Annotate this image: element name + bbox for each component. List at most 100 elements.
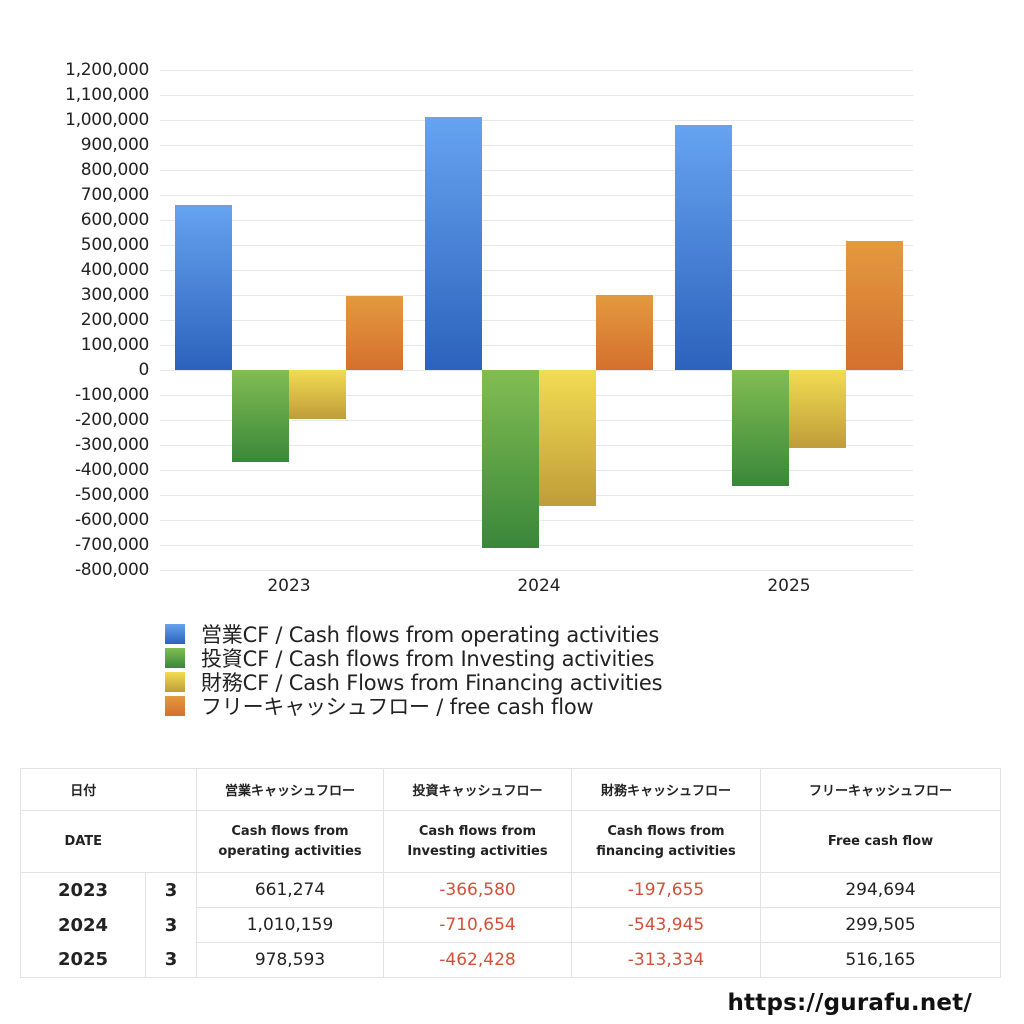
gridline xyxy=(160,95,913,96)
legend-label: 営業CF / Cash flows from operating activit… xyxy=(201,623,660,647)
legend-swatch-icon xyxy=(165,648,185,668)
bar xyxy=(175,204,232,370)
cell-financing: -313,334 xyxy=(571,942,761,978)
bar xyxy=(732,370,789,486)
y-tick-label: 1,000,000 xyxy=(65,110,149,130)
cell-free: 516,165 xyxy=(760,942,1001,978)
y-tick-label: 400,000 xyxy=(80,260,150,280)
table-row: 2023 3 661,274 -366,580 -197,655 294,694 xyxy=(20,872,1001,908)
legend-swatch-icon xyxy=(165,624,185,644)
cell-investing: -366,580 xyxy=(383,872,572,908)
y-tick-label: 500,000 xyxy=(80,235,150,255)
chart-legend: 営業CF / Cash flows from operating activit… xyxy=(165,622,663,719)
legend-swatch-icon xyxy=(165,696,185,716)
header-investing-jp: 投資キャッシュフロー xyxy=(383,768,572,811)
cell-financing: -197,655 xyxy=(571,872,761,908)
legend-label: フリーキャッシュフロー / free cash flow xyxy=(201,695,594,719)
y-tick-label: -200,000 xyxy=(74,410,149,430)
cell-year: 2023 xyxy=(20,872,146,908)
bar xyxy=(596,295,653,370)
bar xyxy=(289,370,346,420)
cell-operating: 661,274 xyxy=(196,872,384,908)
cell-month: 3 xyxy=(145,907,197,943)
y-tick-label: 1,100,000 xyxy=(65,85,149,105)
y-tick-label: 900,000 xyxy=(80,135,150,155)
header-free-jp: フリーキャッシュフロー xyxy=(760,768,1001,811)
gridline xyxy=(160,245,913,246)
cell-operating: 1,010,159 xyxy=(196,907,384,943)
legend-item: 投資CF / Cash flows from Investing activit… xyxy=(165,646,662,671)
gridline xyxy=(160,145,913,146)
y-tick-label: 1,200,000 xyxy=(65,60,149,80)
cell-investing: -462,428 xyxy=(383,942,572,978)
header-date-en: DATE xyxy=(20,810,146,873)
y-tick-label: 600,000 xyxy=(80,210,150,230)
y-tick-label: 800,000 xyxy=(80,160,150,180)
header-operating-jp: 営業キャッシュフロー xyxy=(196,768,384,811)
bar xyxy=(482,370,539,548)
gridline xyxy=(160,120,913,121)
gridline xyxy=(160,170,913,171)
gridline xyxy=(160,345,913,346)
cell-operating: 978,593 xyxy=(196,942,384,978)
bar xyxy=(346,296,403,370)
cell-free: 299,505 xyxy=(760,907,1001,943)
bar xyxy=(539,370,596,506)
x-tick-label: 2023 xyxy=(267,576,311,596)
gridline xyxy=(160,270,913,271)
gridline xyxy=(160,295,913,296)
table-row: 2025 3 978,593 -462,428 -313,334 516,165 xyxy=(20,942,1001,978)
header-financing-jp: 財務キャッシュフロー xyxy=(571,768,761,811)
cash-flow-bar-chart: 1,200,000 1,100,000 1,000,000 900,000 800,00… xyxy=(65,60,913,719)
legend-label: 投資CF / Cash flows from Investing activit… xyxy=(201,647,655,671)
y-tick-label: 200,000 xyxy=(80,310,150,330)
gridline xyxy=(160,320,913,321)
legend-item: 営業CF / Cash flows from operating activit… xyxy=(165,622,662,647)
cell-year: 2025 xyxy=(20,942,146,978)
cell-investing: -710,654 xyxy=(383,907,572,943)
table-header-en: DATE Cash flows from operating activities… xyxy=(20,810,1001,873)
bar xyxy=(789,370,846,449)
header-free-en: Free cash flow xyxy=(760,810,1001,873)
y-tick-label: -600,000 xyxy=(74,510,149,530)
y-tick-label: -300,000 xyxy=(74,435,149,455)
gridline xyxy=(160,220,913,221)
cell-month: 3 xyxy=(145,872,197,908)
y-tick-label: -100,000 xyxy=(74,385,149,405)
x-tick-label: 2024 xyxy=(517,576,561,596)
header-investing-en: Cash flows from Investing activities xyxy=(383,810,572,873)
legend-label: 財務CF / Cash Flows from Financing activit… xyxy=(201,671,663,695)
y-tick-label: 0 xyxy=(138,360,149,380)
header-financing-en: Cash flows from financing activities xyxy=(571,810,761,873)
legend-swatch-icon xyxy=(165,672,185,692)
y-tick-label: -400,000 xyxy=(74,460,149,480)
legend-item: フリーキャッシュフロー / free cash flow xyxy=(165,694,662,719)
header-operating-en: Cash flows from operating activities xyxy=(196,810,384,873)
cash-flow-table: 日付 営業キャッシュフロー 投資キャッシュフロー 財務キャッシュフロー フリーキ… xyxy=(20,768,1001,978)
y-tick-label: -700,000 xyxy=(74,535,149,555)
cell-year: 2024 xyxy=(20,907,146,943)
gridline xyxy=(160,570,913,571)
table-header-jp: 日付 営業キャッシュフロー 投資キャッシュフロー 財務キャッシュフロー フリーキ… xyxy=(20,768,1001,811)
gridline xyxy=(160,195,913,196)
cell-month: 3 xyxy=(145,942,197,978)
y-tick-label: 300,000 xyxy=(80,285,150,305)
site-url[interactable]: https://gurafu.net/ xyxy=(727,990,972,1016)
header-month-jp xyxy=(145,768,197,811)
x-tick-label: 2025 xyxy=(767,576,811,596)
y-tick-label: 700,000 xyxy=(80,185,150,205)
gridline xyxy=(160,70,913,71)
y-tick-label: -800,000 xyxy=(74,560,149,580)
legend-item: 財務CF / Cash Flows from Financing activit… xyxy=(165,670,663,695)
table-row: 2024 3 1,010,159 -710,654 -543,945 299,5… xyxy=(20,907,1001,943)
header-month-en xyxy=(145,810,197,873)
cell-free: 294,694 xyxy=(760,872,1001,908)
bar xyxy=(232,370,289,462)
bar xyxy=(425,117,482,370)
bar xyxy=(675,125,732,370)
y-tick-label: -500,000 xyxy=(74,485,149,505)
bar xyxy=(846,240,903,370)
cell-financing: -543,945 xyxy=(571,907,761,943)
header-date-jp: 日付 xyxy=(20,768,146,811)
y-tick-label: 100,000 xyxy=(80,335,150,355)
